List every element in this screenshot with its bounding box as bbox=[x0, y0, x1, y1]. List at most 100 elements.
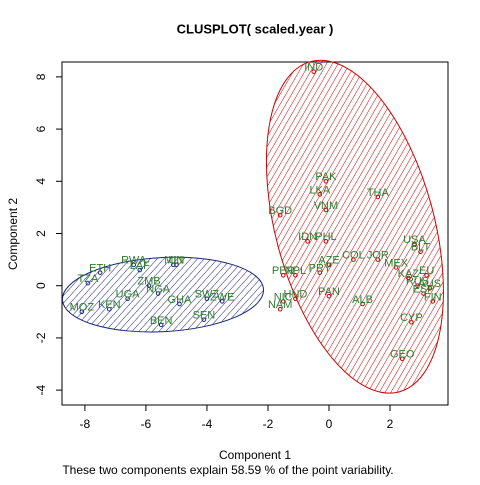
cluster-ellipse bbox=[265, 59, 444, 394]
point bbox=[415, 283, 420, 289]
point-label: ZMB bbox=[137, 276, 160, 288]
point-label: PER bbox=[272, 265, 295, 277]
point-label: MEX bbox=[384, 257, 409, 269]
point bbox=[280, 272, 286, 278]
subtitle: These two components explain 58.59 % of … bbox=[62, 463, 393, 477]
point-label: LAF bbox=[130, 260, 150, 272]
point bbox=[311, 69, 317, 74]
y-tick-label: 2 bbox=[34, 230, 48, 237]
point bbox=[171, 262, 176, 268]
point-label: IND bbox=[304, 62, 323, 74]
point-label: CYP bbox=[400, 312, 423, 324]
point bbox=[427, 286, 432, 291]
point bbox=[219, 299, 225, 304]
point-label: GEO bbox=[390, 349, 415, 361]
point-label: IDN bbox=[298, 231, 317, 243]
point-label: PAK bbox=[315, 171, 337, 183]
point-label: SWZ bbox=[195, 289, 220, 301]
point bbox=[409, 319, 414, 325]
point-label: USA bbox=[403, 234, 426, 246]
point bbox=[326, 262, 332, 268]
point-label: ETH bbox=[89, 263, 111, 275]
point-label: KEN bbox=[98, 299, 121, 311]
point-label: NPL bbox=[285, 265, 306, 277]
point-label: PRY bbox=[309, 263, 332, 275]
point bbox=[293, 296, 298, 302]
point bbox=[323, 207, 329, 213]
point-label: KAZ bbox=[398, 268, 420, 280]
x-tick-label: 2 bbox=[387, 417, 394, 431]
point-label: THA bbox=[367, 187, 390, 199]
point bbox=[305, 239, 310, 244]
point-label: COL bbox=[342, 250, 365, 262]
point-label: AUS bbox=[418, 278, 441, 290]
point-label: MOZ bbox=[70, 302, 95, 314]
point-label: NAM bbox=[268, 299, 292, 311]
point-label: RUS bbox=[406, 276, 429, 288]
point bbox=[174, 262, 179, 268]
point bbox=[351, 257, 356, 262]
point-label: ALB bbox=[352, 294, 373, 306]
point bbox=[125, 296, 130, 302]
point-label: UGA bbox=[116, 289, 141, 301]
x-tick-label: -8 bbox=[80, 417, 91, 431]
point-label: HND bbox=[284, 289, 308, 301]
point bbox=[412, 241, 417, 247]
point bbox=[393, 265, 399, 270]
point-label: TZA bbox=[78, 273, 99, 285]
point-label: EU bbox=[419, 265, 434, 277]
point-label: LKA bbox=[309, 184, 330, 196]
y-tick-label: 0 bbox=[34, 282, 48, 289]
point-label: JOR bbox=[367, 250, 389, 262]
point bbox=[375, 257, 381, 262]
y-tick-label: 8 bbox=[34, 73, 48, 80]
point bbox=[201, 317, 207, 322]
point bbox=[204, 296, 210, 302]
point bbox=[421, 291, 426, 296]
x-tick-label: -2 bbox=[263, 417, 274, 431]
point bbox=[406, 275, 411, 281]
point bbox=[323, 239, 329, 244]
point-label: ZWE bbox=[210, 291, 234, 303]
point bbox=[85, 280, 91, 286]
point bbox=[360, 301, 365, 307]
point-label: UN bbox=[168, 255, 184, 267]
y-tick-label: 6 bbox=[34, 125, 48, 132]
y-tick-label: -2 bbox=[34, 332, 48, 343]
point bbox=[137, 267, 143, 273]
point bbox=[418, 249, 423, 255]
x-axis-label: Component 1 bbox=[219, 448, 291, 462]
point-label: BLT bbox=[411, 242, 431, 254]
point-label: NIC bbox=[274, 291, 293, 303]
point-label: AZE bbox=[318, 255, 339, 267]
point bbox=[375, 194, 381, 200]
point-label: BEN bbox=[150, 315, 173, 327]
x-tick-label: -4 bbox=[202, 417, 213, 431]
point bbox=[155, 291, 161, 296]
y-axis-label: Component 2 bbox=[6, 198, 20, 270]
point bbox=[177, 301, 182, 307]
y-tick-label: -4 bbox=[34, 384, 48, 395]
point-label: PHL bbox=[315, 231, 336, 243]
point-label: FIN bbox=[424, 291, 442, 303]
x-tick-label: 0 bbox=[326, 417, 333, 431]
point bbox=[424, 272, 429, 278]
point-label: GHA bbox=[168, 294, 193, 306]
y-tick-label: 4 bbox=[34, 178, 48, 185]
point-label: VNM bbox=[314, 200, 338, 212]
point bbox=[323, 178, 329, 184]
point bbox=[146, 283, 152, 289]
point bbox=[326, 293, 332, 299]
point bbox=[106, 306, 112, 312]
point-label: RWA bbox=[121, 255, 147, 267]
point bbox=[158, 322, 164, 328]
point-label: SEN bbox=[193, 310, 216, 322]
point bbox=[293, 272, 298, 278]
point bbox=[317, 192, 323, 197]
point bbox=[277, 306, 283, 312]
point bbox=[280, 299, 286, 304]
point bbox=[97, 270, 103, 275]
point bbox=[317, 270, 323, 275]
point-label: NGA bbox=[146, 283, 171, 295]
